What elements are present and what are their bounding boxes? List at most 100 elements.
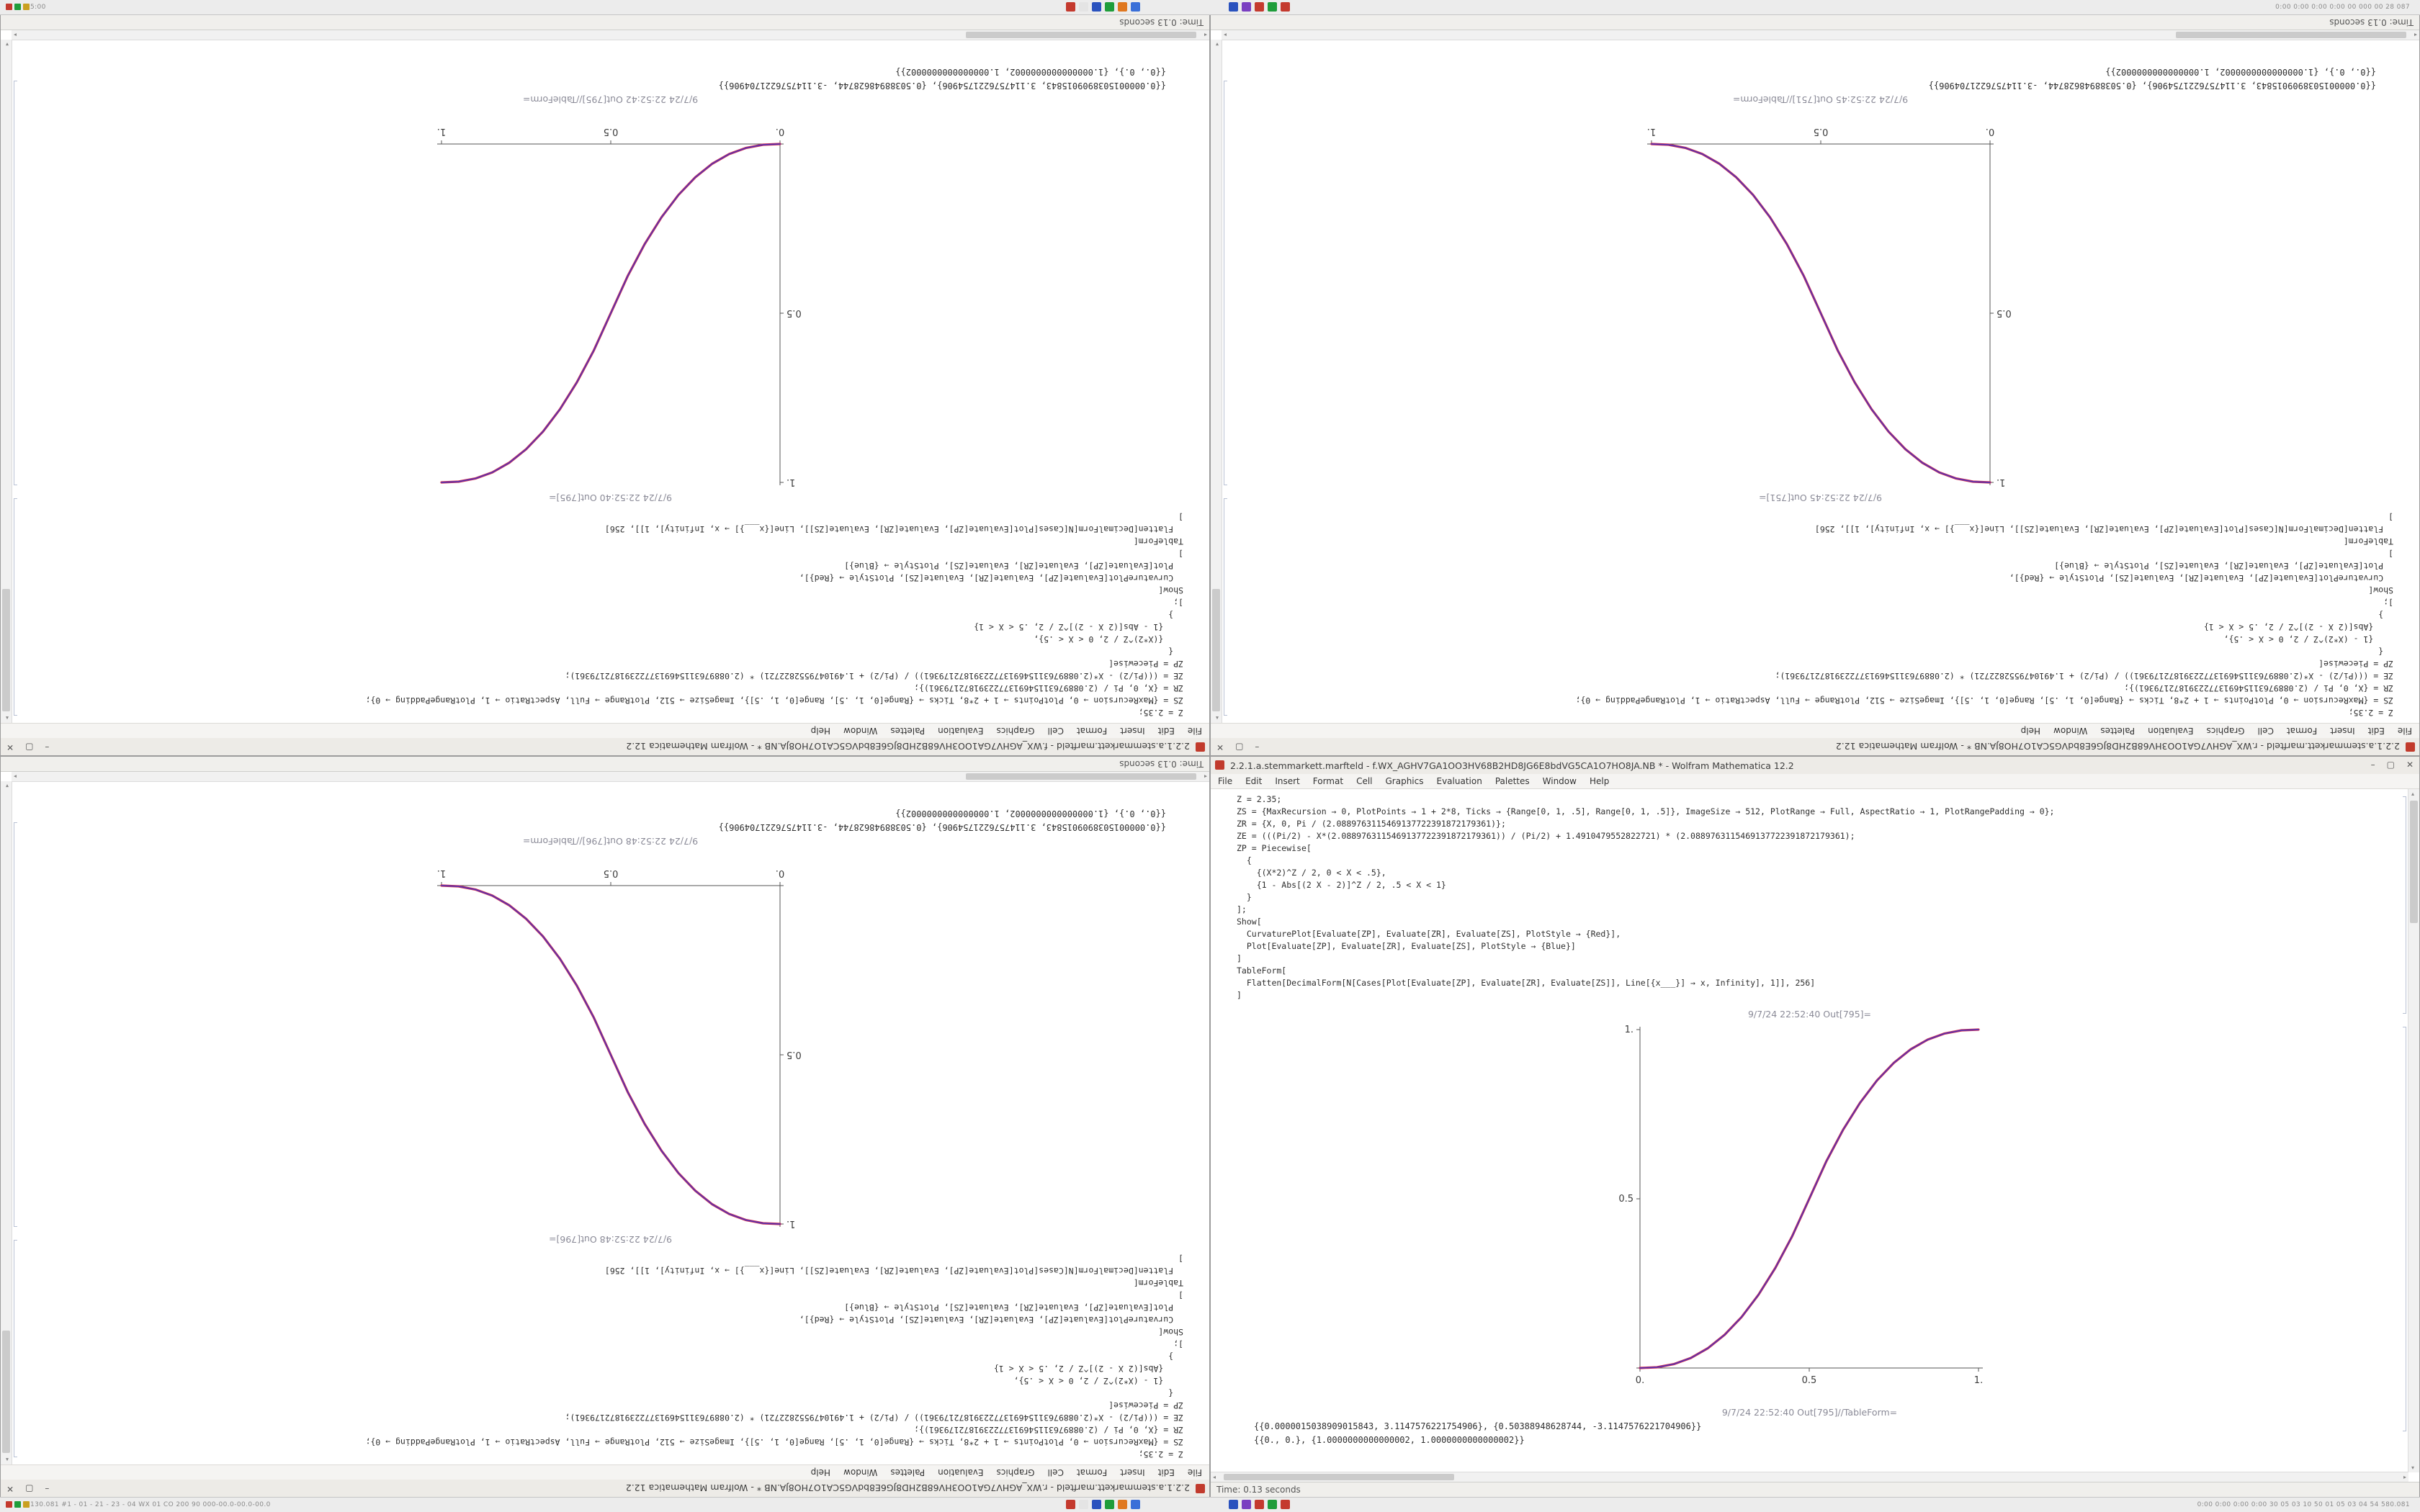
menu-item-evaluation[interactable]: Evaluation <box>1436 776 1482 786</box>
scroll-down-icon[interactable]: ▾ <box>1215 41 1219 48</box>
menu-item-file[interactable]: File <box>1187 726 1202 736</box>
maximize-button[interactable]: ▢ <box>1235 742 1244 752</box>
vertical-scroll-thumb[interactable] <box>2410 801 2418 923</box>
minimize-button[interactable]: – <box>45 742 50 752</box>
close-button[interactable]: ✕ <box>2406 760 2414 770</box>
app-icon[interactable] <box>1255 2 1264 12</box>
menu-item-format[interactable]: Format <box>1076 726 1108 736</box>
scroll-left-icon[interactable]: ◂ <box>1213 1474 1216 1480</box>
app-icon[interactable] <box>23 4 30 10</box>
input-cell-code[interactable]: Z = 2.35; ZS = {MaxRecursion → 0, PlotPo… <box>1237 794 2055 1000</box>
horizontal-scrollbar[interactable]: ◂ ▸ <box>1222 30 2419 40</box>
menu-item-help[interactable]: Help <box>810 726 831 736</box>
minimize-button[interactable]: – <box>45 1484 50 1494</box>
scroll-right-icon[interactable]: ▸ <box>2403 1474 2406 1480</box>
maximize-button[interactable]: ▢ <box>2386 760 2395 770</box>
scroll-up-icon[interactable]: ▴ <box>2411 791 2415 797</box>
menu-item-edit[interactable]: Edit <box>1157 1467 1175 1477</box>
scroll-down-icon[interactable]: ▾ <box>5 783 9 789</box>
menu-item-file[interactable]: File <box>1187 1467 1202 1477</box>
notebook-content[interactable]: Z = 2.35; ZS = {MaxRecursion → 0, PlotPo… <box>1222 40 2419 723</box>
close-button[interactable]: ✕ <box>6 1484 14 1494</box>
menu-item-help[interactable]: Help <box>2020 726 2041 736</box>
app-icon[interactable] <box>1268 2 1277 12</box>
menu-item-cell[interactable]: Cell <box>1047 1467 1064 1477</box>
menu-item-graphics[interactable]: Graphics <box>996 1467 1035 1477</box>
scroll-down-icon[interactable]: ▾ <box>2411 1464 2415 1471</box>
cell-bracket-output[interactable] <box>2403 1027 2406 1431</box>
horizontal-scrollbar[interactable]: ◂ ▸ <box>1211 1472 2408 1482</box>
horizontal-scroll-thumb[interactable] <box>966 773 1196 780</box>
menu-item-window[interactable]: Window <box>843 726 878 736</box>
scroll-up-icon[interactable]: ▴ <box>5 1457 9 1463</box>
menu-item-graphics[interactable]: Graphics <box>2206 726 2245 736</box>
app-icon[interactable] <box>14 4 21 10</box>
cell-bracket-output[interactable] <box>1224 81 1227 485</box>
app-icon[interactable] <box>1281 2 1290 12</box>
app-icon[interactable] <box>1066 2 1075 12</box>
menu-item-insert[interactable]: Insert <box>1120 726 1145 736</box>
menu-item-window[interactable]: Window <box>843 1467 878 1477</box>
horizontal-scroll-thumb[interactable] <box>1224 1474 1454 1480</box>
maximize-button[interactable]: ▢ <box>25 742 34 752</box>
app-icon[interactable] <box>1242 2 1251 12</box>
menu-item-file[interactable]: File <box>2397 726 2412 736</box>
vertical-scrollbar[interactable]: ▴ ▾ <box>1211 40 1222 723</box>
menu-item-palettes[interactable]: Palettes <box>890 1467 926 1477</box>
app-icon[interactable] <box>1229 2 1238 12</box>
close-button[interactable]: ✕ <box>6 742 14 752</box>
title-bar[interactable]: 2.2.1.a.stemmarkett.marfteld - f.WX_AGHV… <box>1211 757 2419 775</box>
menu-item-evaluation[interactable]: Evaluation <box>938 726 984 736</box>
menu-item-palettes[interactable]: Palettes <box>1494 776 1530 786</box>
menu-item-help[interactable]: Help <box>1589 776 1610 786</box>
menu-item-insert[interactable]: Insert <box>1275 776 1300 786</box>
menu-item-help[interactable]: Help <box>810 1467 831 1477</box>
app-icon[interactable] <box>1268 1500 1277 1509</box>
menu-item-cell[interactable]: Cell <box>1047 726 1064 736</box>
app-icon[interactable] <box>1242 1500 1251 1509</box>
menu-item-evaluation[interactable]: Evaluation <box>2148 726 2194 736</box>
cell-bracket-input[interactable] <box>1224 498 1227 716</box>
app-icon[interactable] <box>1092 1500 1101 1509</box>
horizontal-scroll-thumb[interactable] <box>966 32 1196 38</box>
menu-item-palettes[interactable]: Palettes <box>890 726 926 736</box>
scroll-down-icon[interactable]: ▾ <box>5 41 9 48</box>
close-button[interactable]: ✕ <box>1216 742 1224 752</box>
menu-item-evaluation[interactable]: Evaluation <box>938 1467 984 1477</box>
title-bar[interactable]: 2.2.1.a.stemmarkett.marfteld - f.WX_AGHV… <box>1 737 1209 755</box>
menu-item-window[interactable]: Window <box>1542 776 1577 786</box>
menu-item-insert[interactable]: Insert <box>1120 1467 1145 1477</box>
app-icon[interactable] <box>1092 2 1101 12</box>
vertical-scroll-thumb[interactable] <box>2 1331 10 1453</box>
cell-bracket-input[interactable] <box>2403 796 2406 1014</box>
menu-item-window[interactable]: Window <box>2053 726 2088 736</box>
scroll-up-icon[interactable]: ▴ <box>5 715 9 721</box>
cell-bracket-output[interactable] <box>14 822 17 1227</box>
menu-item-cell[interactable]: Cell <box>1356 776 1373 786</box>
app-icon[interactable] <box>6 1501 12 1508</box>
horizontal-scrollbar[interactable]: ◂ ▸ <box>12 30 1209 40</box>
vertical-scroll-thumb[interactable] <box>2 589 10 711</box>
app-icon[interactable] <box>1079 2 1088 12</box>
app-icon[interactable] <box>1118 2 1127 12</box>
vertical-scrollbar[interactable]: ▴ ▾ <box>1 40 12 723</box>
menu-item-insert[interactable]: Insert <box>2330 726 2355 736</box>
scroll-right-icon[interactable]: ▸ <box>14 773 17 780</box>
vertical-scrollbar[interactable]: ▴ ▾ <box>2408 789 2419 1472</box>
app-icon[interactable] <box>14 1501 21 1508</box>
app-icon[interactable] <box>1131 2 1140 12</box>
vertical-scroll-thumb[interactable] <box>1212 589 1220 711</box>
menu-item-format[interactable]: Format <box>2286 726 2318 736</box>
vertical-scrollbar[interactable]: ▴ ▾ <box>1 781 12 1464</box>
notebook-content[interactable]: Z = 2.35; ZS = {MaxRecursion → 0, PlotPo… <box>12 781 1209 1464</box>
app-icon[interactable] <box>1105 2 1114 12</box>
menu-item-graphics[interactable]: Graphics <box>1385 776 1424 786</box>
maximize-button[interactable]: ▢ <box>25 1484 34 1494</box>
app-icon[interactable] <box>1066 1500 1075 1509</box>
app-icon[interactable] <box>1229 1500 1238 1509</box>
minimize-button[interactable]: – <box>1255 742 1260 752</box>
app-icon[interactable] <box>1105 1500 1114 1509</box>
app-icon[interactable] <box>1281 1500 1290 1509</box>
menu-item-graphics[interactable]: Graphics <box>996 726 1035 736</box>
notebook-content[interactable]: Z = 2.35; ZS = {MaxRecursion → 0, PlotPo… <box>1211 789 2408 1472</box>
